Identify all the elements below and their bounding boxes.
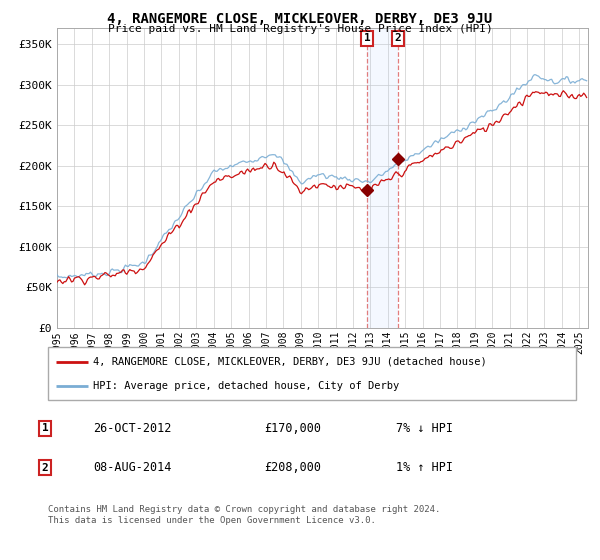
Text: 1: 1 bbox=[41, 423, 49, 433]
Text: 2: 2 bbox=[395, 34, 401, 44]
Text: 2: 2 bbox=[41, 463, 49, 473]
Text: Contains HM Land Registry data © Crown copyright and database right 2024.
This d: Contains HM Land Registry data © Crown c… bbox=[48, 505, 440, 525]
Text: £208,000: £208,000 bbox=[264, 461, 321, 474]
Text: 4, RANGEMORE CLOSE, MICKLEOVER, DERBY, DE3 9JU (detached house): 4, RANGEMORE CLOSE, MICKLEOVER, DERBY, D… bbox=[93, 357, 487, 367]
Text: HPI: Average price, detached house, City of Derby: HPI: Average price, detached house, City… bbox=[93, 381, 399, 391]
FancyBboxPatch shape bbox=[48, 347, 576, 400]
Text: 1% ↑ HPI: 1% ↑ HPI bbox=[396, 461, 453, 474]
Text: 7% ↓ HPI: 7% ↓ HPI bbox=[396, 422, 453, 435]
Text: 26-OCT-2012: 26-OCT-2012 bbox=[93, 422, 172, 435]
Bar bbox=[367, 28, 398, 328]
Text: 08-AUG-2014: 08-AUG-2014 bbox=[93, 461, 172, 474]
Text: 1: 1 bbox=[364, 34, 371, 44]
Text: 4, RANGEMORE CLOSE, MICKLEOVER, DERBY, DE3 9JU: 4, RANGEMORE CLOSE, MICKLEOVER, DERBY, D… bbox=[107, 12, 493, 26]
Text: £170,000: £170,000 bbox=[264, 422, 321, 435]
Text: Price paid vs. HM Land Registry's House Price Index (HPI): Price paid vs. HM Land Registry's House … bbox=[107, 24, 493, 34]
